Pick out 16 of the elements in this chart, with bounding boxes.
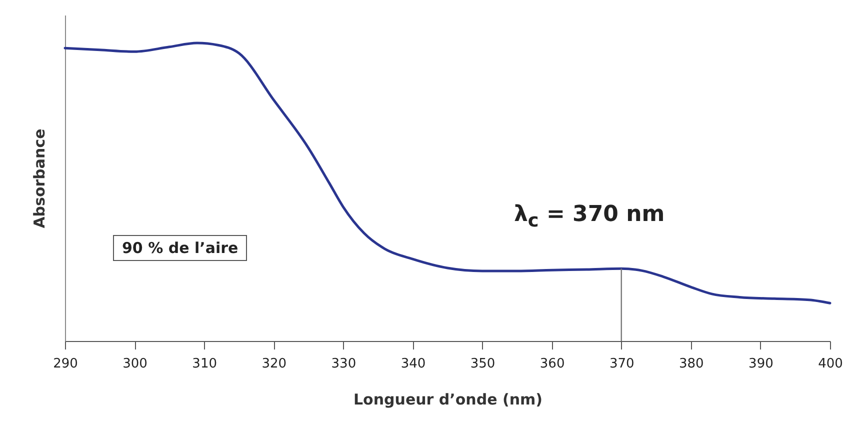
x-tick-label: 400 <box>818 356 843 372</box>
x-tick-label: 380 <box>678 356 704 372</box>
x-axis-title: Longueur d’onde (nm) <box>353 390 543 408</box>
annotation: 90 % de l’aire <box>113 235 248 261</box>
x-tick-label: 330 <box>331 356 356 372</box>
x-tick-label: 310 <box>192 356 218 372</box>
x-tick-label: 390 <box>748 356 774 372</box>
x-tick-label: 340 <box>400 356 426 372</box>
x-tick-label: 290 <box>53 356 78 372</box>
ref-line-label: λ$_{c}$ = 370 nm <box>514 202 665 231</box>
x-tick-label: 300 <box>122 356 148 372</box>
y-axis-title: Absorbance <box>30 128 48 228</box>
x-tick-label: 370 <box>609 356 634 372</box>
x-tick-label: 320 <box>262 356 287 372</box>
x-tick-label: 350 <box>470 356 496 372</box>
x-tick-label: 360 <box>540 356 565 372</box>
